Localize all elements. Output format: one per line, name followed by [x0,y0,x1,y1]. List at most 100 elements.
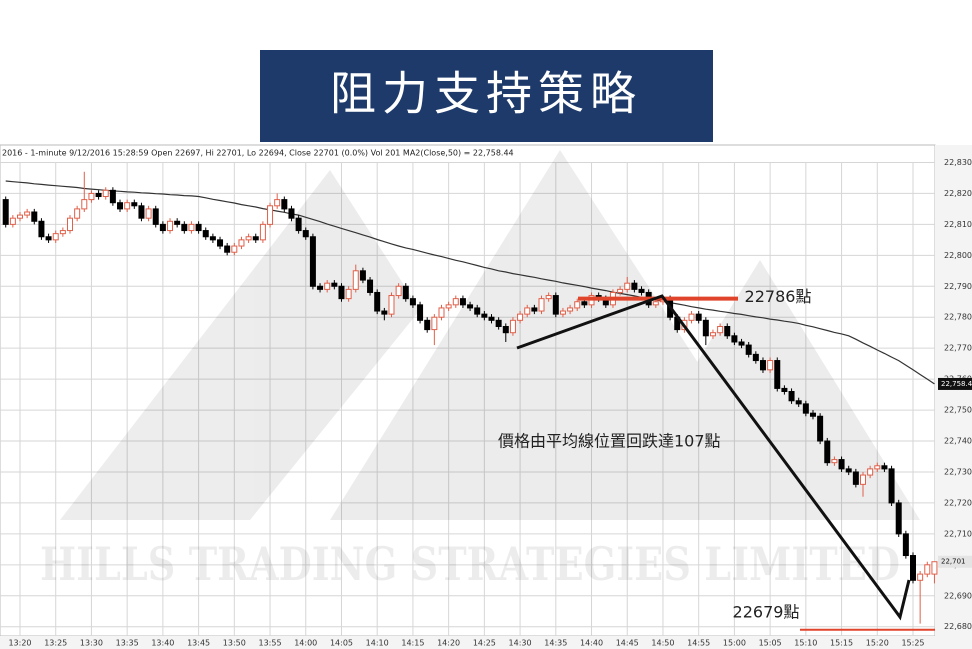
candle-body [881,465,888,470]
x-tick-label: 14:00 [294,639,317,648]
candle-body [652,301,659,306]
x-tick-label: 13:20 [8,639,31,648]
candle-body [459,298,466,306]
candle-body [209,236,216,241]
title-banner [260,50,713,142]
candle-body [324,282,331,290]
candle-body [9,217,16,225]
candle-body [302,230,309,238]
candle-body [781,387,788,392]
x-tick-label: 14:25 [473,639,496,648]
x-tick-label: 14:35 [544,639,567,648]
x-tick-label: 14:10 [366,639,389,648]
candle-body [367,279,374,293]
x-tick-label: 13:50 [223,639,246,648]
candle-body [374,291,381,312]
candle-body [502,326,509,334]
candle-body [338,285,345,300]
candle-body [731,335,738,343]
x-tick-label: 13:40 [151,639,174,648]
candle-body [359,270,366,281]
watermark-triangle [60,170,420,520]
watermark: HILLS TRADING STRATEGIES LIMITED [40,537,900,591]
x-tick-label: 15:10 [794,639,817,648]
x-tick-label: 14:45 [616,639,639,648]
candle-body [252,236,259,241]
candle-body [309,236,316,287]
candle-body [538,298,545,312]
chart-header: 2016 - 1-minute 9/12/2016 15:28:59 Open … [2,149,514,158]
candle-body [231,245,238,253]
candle-body [509,319,516,334]
candle-body [331,282,338,287]
y-tick-label: 22,780 [944,313,972,322]
x-tick-label: 14:30 [509,639,532,648]
candle-body [81,199,88,210]
candle-body [567,307,574,312]
y-tick-label: 22,830 [944,158,972,167]
candle-body [424,319,431,331]
y-tick-label: 22,690 [944,591,972,600]
candle-body [274,199,281,207]
candle-body [931,561,938,575]
candle-body [295,217,302,232]
candle-body [174,220,181,225]
candle-body [238,239,245,247]
trend-arrow [516,294,911,621]
candle-body [517,313,524,321]
candle-body [31,211,38,222]
candle-body [259,223,266,241]
candle-body [924,564,931,575]
candle-body [45,236,52,241]
candle-body [767,360,774,371]
candle-body [852,471,859,485]
candle-body [795,400,802,405]
candle-body [117,202,124,210]
x-tick-label: 14:40 [580,639,603,648]
level-label: 22786點 [745,287,812,306]
candle-body [317,285,324,290]
price-marker-label: 22,758.44 [941,380,972,388]
candle-body [67,217,74,232]
x-tick-label: 13:30 [80,639,103,648]
price-marker [938,377,972,390]
candle-body [745,344,752,355]
candle-body [481,313,488,318]
candle-body [709,332,716,337]
y-tick-label: 22,820 [944,189,972,198]
candle-body [617,288,624,293]
candle-body [845,468,852,473]
x-tick-label: 14:55 [687,639,710,648]
y-tick-label: 22,680 [944,622,972,631]
x-tick-label: 14:50 [651,639,674,648]
y-tick-label: 22,790 [944,282,972,291]
watermark-triangle [330,150,800,520]
candle-body [167,220,174,232]
x-axis-area [0,636,935,649]
y-tick-label: 22,730 [944,467,972,476]
x-tick-label: 14:15 [401,639,424,648]
candle-body [345,288,352,300]
candle-body [131,202,138,207]
candle-body [759,360,766,371]
y-tick-label: 22,750 [944,406,972,415]
candle-body [195,223,202,232]
y-tick-label: 22,710 [944,529,972,538]
moving-average [5,180,935,385]
candle-body [867,468,874,476]
candle-body [581,301,588,306]
candle-body [895,502,902,535]
candle-body [738,341,745,346]
candle-body [688,313,695,321]
candle-body [545,295,552,300]
candle-body [217,239,224,247]
candle-body [181,223,188,232]
candle-body [874,465,881,470]
candle-body [445,304,452,309]
candle-body [902,533,909,557]
candle-body [788,391,795,402]
x-tick-label: 13:45 [187,639,210,648]
candle-body [495,319,502,328]
candle-body [74,208,81,219]
candle-body [838,459,845,470]
